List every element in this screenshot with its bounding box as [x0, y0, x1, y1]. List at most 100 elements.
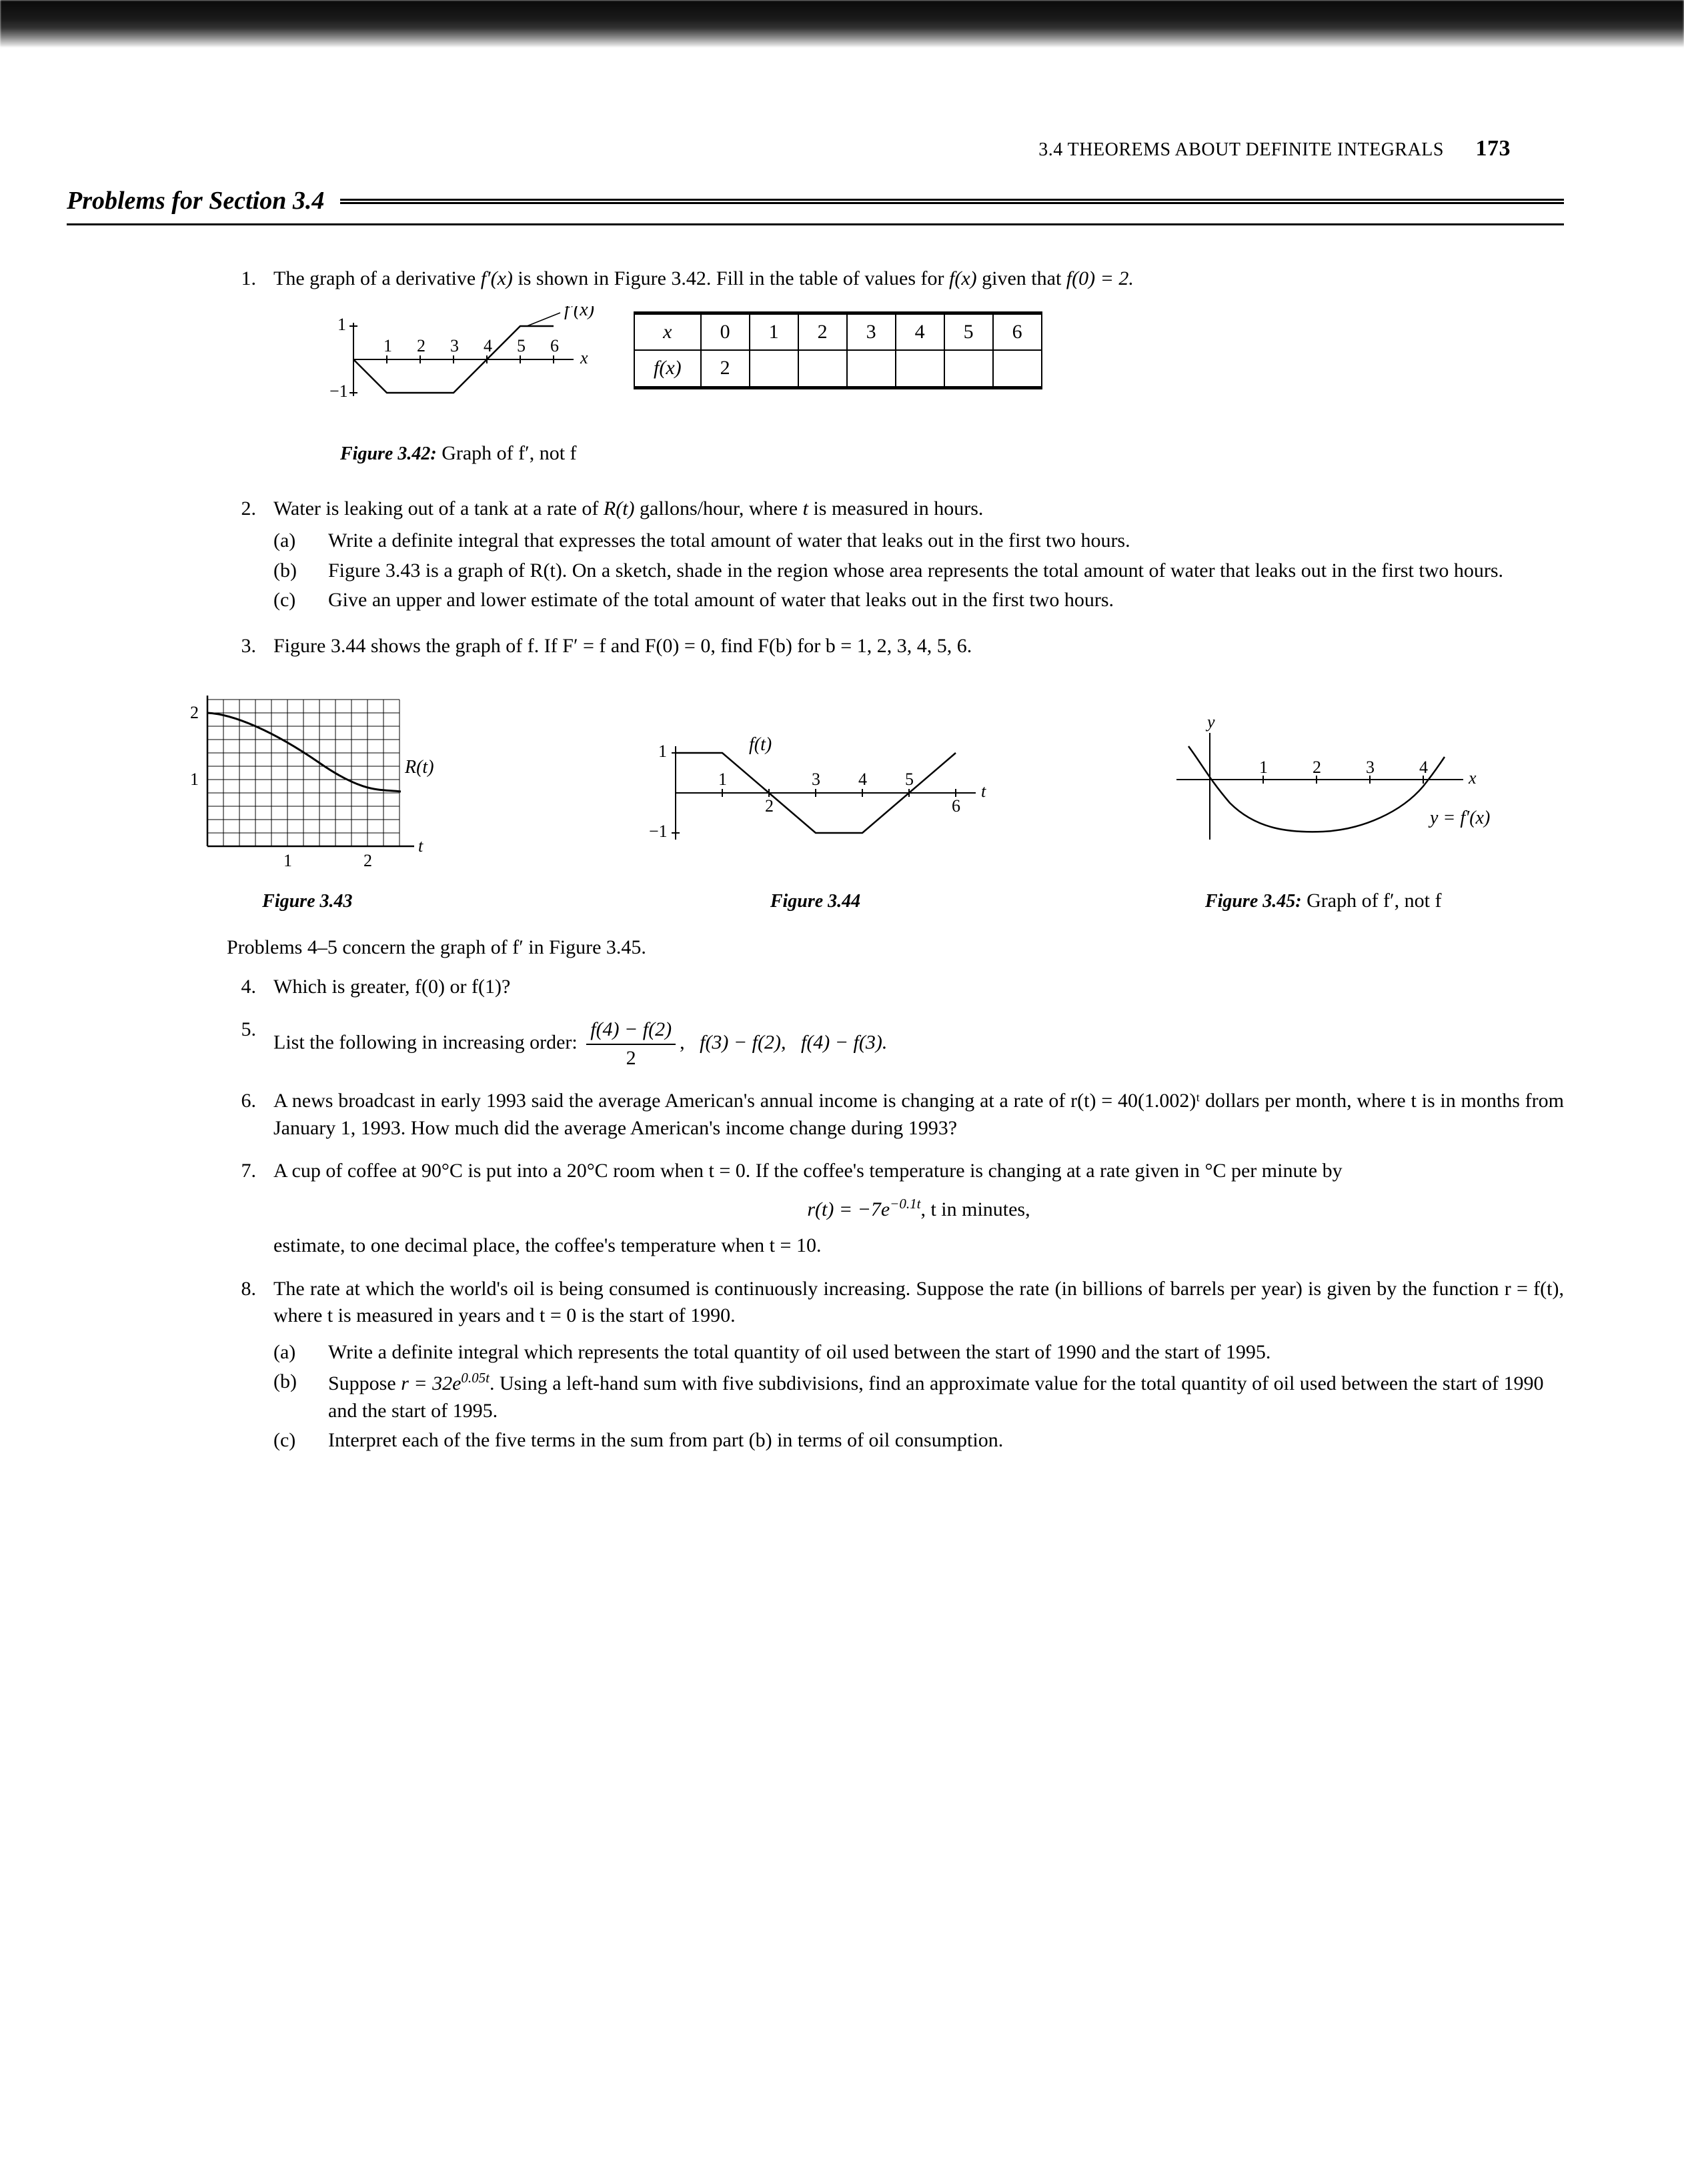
svg-text:5: 5 [517, 336, 526, 355]
svg-text:x: x [1468, 768, 1477, 788]
p5-item2: f(3) − f(2), [700, 1032, 786, 1054]
table-cell [847, 350, 896, 387]
svg-text:6: 6 [550, 336, 559, 355]
figure-342: 1 −1 1 2 3 4 5 [313, 306, 594, 467]
section-title-row: Problems for Section 3.4 [67, 184, 1564, 218]
table-cell: 1 [750, 313, 798, 350]
p1-text-a: The graph of a derivative [273, 267, 481, 289]
p1-text-c: given that [982, 267, 1066, 289]
p7-eqtail: , t in minutes, [920, 1198, 1030, 1220]
p7-equation: r(t) = −7e−0.1t, t in minutes, [273, 1194, 1564, 1224]
sub-label: (b) [273, 558, 313, 585]
problem-3: 3. Figure 3.44 shows the graph of f. If … [227, 633, 1564, 660]
p2c: Give an upper and lower estimate of the … [328, 587, 1114, 614]
section-ref: 3.4 THEOREMS ABOUT DEFINITE INTEGRALS [1038, 139, 1444, 160]
section-title: Problems for Section 3.4 [67, 184, 324, 218]
table-head-fx: f(x) [634, 350, 701, 387]
p8a: Write a definite integral which represen… [328, 1339, 1271, 1366]
p3-text: Figure 3.44 shows the graph of f. If F′ … [273, 635, 972, 657]
p5-lead: List the following in increasing order: [273, 1032, 582, 1054]
p8-stem: The rate at which the world's oil is bei… [273, 1276, 1564, 1330]
svg-text:f′(x): f′(x) [564, 306, 594, 320]
svg-text:3: 3 [1366, 758, 1375, 777]
table-cell: 2 [701, 350, 750, 387]
svg-text:1: 1 [1259, 758, 1268, 777]
problem-number: 3. [227, 633, 256, 660]
p2b: Figure 3.43 is a graph of R(t). On a ske… [328, 558, 1503, 585]
scan-artifact-top [0, 0, 1684, 47]
table-cell [896, 350, 944, 387]
p8b-b: . Using a left-hand sum with five subdiv… [328, 1372, 1544, 1422]
problem-body: The graph of a derivative f′(x) is shown… [273, 265, 1564, 479]
p8-subparts: (a)Write a definite integral which repre… [273, 1339, 1564, 1454]
fig342-caption-b: Graph of f′, not f [442, 442, 576, 464]
svg-text:2: 2 [765, 796, 774, 816]
page-content: 3.4 THEOREMS ABOUT DEFINITE INTEGRALS 17… [0, 47, 1684, 1606]
svg-text:2: 2 [363, 851, 372, 870]
frac-top: f(4) − f(2) [586, 1016, 676, 1045]
list-item: (a)Write a definite integral that expres… [273, 527, 1564, 555]
figure-row-43-44-45: 1 2 1 2 t R(t) Figure 3.43 1 [67, 680, 1564, 914]
p7-eq: r(t) = −7e [807, 1198, 890, 1220]
problem-body: A cup of coffee at 90°C is put into a 20… [273, 1158, 1564, 1260]
svg-text:R(t): R(t) [404, 757, 434, 778]
sub-label: (c) [273, 587, 313, 614]
problem-5: 5. List the following in increasing orde… [227, 1016, 1564, 1072]
svg-text:1: 1 [337, 315, 346, 334]
problem-number: 4. [227, 974, 256, 1001]
svg-text:f(t): f(t) [749, 734, 772, 755]
problem-4: 4. Which is greater, f(0) or f(1)? [227, 974, 1564, 1001]
sub-label: (b) [273, 1368, 313, 1424]
problem-number: 2. [227, 495, 256, 617]
fig344-caption: Figure 3.44 [770, 891, 860, 912]
p2-a: Water is leaking out of a tank at a rate… [273, 497, 604, 519]
svg-text:x: x [580, 348, 588, 367]
fig345-caption-a: Figure 3.45: [1205, 891, 1302, 912]
problem-body: List the following in increasing order: … [273, 1016, 1564, 1072]
p2-Rt: R(t) [604, 497, 635, 519]
problem-body: The rate at which the world's oil is bei… [273, 1276, 1564, 1457]
svg-text:2: 2 [190, 703, 199, 722]
p5-item3: f(4) − f(3). [801, 1032, 887, 1054]
p1-cond: f(0) = 2. [1066, 267, 1134, 289]
table-cell [993, 350, 1042, 387]
p1-text-b: is shown in Figure 3.42. Fill in the tab… [518, 267, 949, 289]
problems-block: 1. The graph of a derivative f′(x) is sh… [227, 265, 1564, 660]
page-number: 173 [1476, 136, 1511, 161]
p2-t: t [803, 497, 808, 519]
table-cell: 6 [993, 313, 1042, 350]
problem-body: Figure 3.44 shows the graph of f. If F′ … [273, 633, 1564, 660]
table-row: x 0 1 2 3 4 5 6 [634, 313, 1042, 350]
problem-7: 7. A cup of coffee at 90°C is put into a… [227, 1158, 1564, 1260]
p1-fx: f(x) [949, 267, 977, 289]
problem-list-2: 4. Which is greater, f(0) or f(1)? 5. Li… [227, 974, 1564, 1457]
svg-text:1: 1 [383, 336, 392, 355]
figure-343-svg: 1 2 1 2 t R(t) [161, 680, 454, 880]
p1-value-table: x 0 1 2 3 4 5 6 f(x) 2 [634, 311, 1042, 389]
sub-label: (c) [273, 1427, 313, 1454]
table-head-x: x [634, 313, 701, 350]
frac-bot: 2 [586, 1045, 676, 1072]
p2-c: is measured in hours. [813, 497, 983, 519]
figure-344-svg: 1 −1 1 2 3 4 5 6 t f(t) [629, 720, 1002, 880]
svg-text:6: 6 [952, 796, 960, 816]
svg-text:3: 3 [812, 770, 820, 789]
svg-text:1: 1 [658, 742, 667, 761]
svg-text:2: 2 [1313, 758, 1321, 777]
table-cell: 3 [847, 313, 896, 350]
table-cell [750, 350, 798, 387]
p1-fprime: f′(x) [481, 267, 513, 289]
svg-text:t: t [418, 836, 424, 856]
intro-4-5: Problems 4–5 concern the graph of f′ in … [227, 934, 1564, 962]
table-cell: 2 [798, 313, 847, 350]
svg-text:3: 3 [450, 336, 459, 355]
problems-block-continued: Problems 4–5 concern the graph of f′ in … [227, 934, 1564, 1457]
svg-text:1: 1 [190, 770, 199, 789]
problem-number: 6. [227, 1088, 256, 1142]
table-cell [944, 350, 993, 387]
problem-number: 7. [227, 1158, 256, 1260]
table-cell [798, 350, 847, 387]
problem-8: 8. The rate at which the world's oil is … [227, 1276, 1564, 1457]
svg-text:t: t [981, 782, 986, 801]
problem-list: 1. The graph of a derivative f′(x) is sh… [227, 265, 1564, 660]
